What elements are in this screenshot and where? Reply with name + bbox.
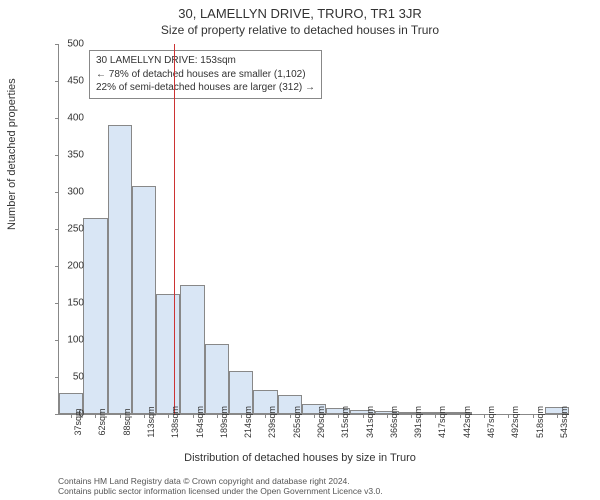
x-axis-label: Distribution of detached houses by size … [0,452,600,464]
xtick-label: 265sqm [292,406,302,438]
y-axis-label: Number of detached properties [6,78,18,230]
xtick-label: 442sqm [462,406,472,438]
footer-attribution: Contains HM Land Registry data © Crown c… [58,476,383,496]
footer-line-1: Contains HM Land Registry data © Crown c… [58,476,383,486]
xtick-mark [363,414,364,418]
xtick-mark [411,414,412,418]
annotation-line-3: 22% of semi-detached houses are larger (… [96,81,315,95]
plot-area: 30 LAMELLYN DRIVE: 153sqm ← 78% of detac… [58,44,569,415]
footer-line-2: Contains public sector information licen… [58,486,383,496]
xtick-label: 113sqm [146,406,156,437]
xtick-label: 467sqm [486,406,496,438]
xtick-mark [120,414,121,418]
ytick-label: 500 [54,39,84,50]
xtick-label: 492sqm [510,406,520,438]
chart-container: 30, LAMELLYN DRIVE, TRURO, TR1 3JR Size … [0,0,600,500]
xtick-label: 290sqm [316,406,326,438]
xtick-label: 37sqm [73,408,83,435]
xtick-mark [217,414,218,418]
histogram-bar [156,294,180,414]
xtick-label: 189sqm [219,406,229,438]
ytick-label: 300 [54,187,84,198]
histogram-bar [180,285,204,415]
histogram-bar [108,125,132,414]
xtick-label: 315sqm [340,406,350,438]
xtick-label: 341sqm [365,406,375,438]
xtick-mark [144,414,145,418]
xtick-label: 366sqm [389,406,399,438]
ytick-label: 250 [54,224,84,235]
xtick-mark [387,414,388,418]
histogram-bar [132,186,156,414]
xtick-label: 543sqm [559,406,569,438]
page-title: 30, LAMELLYN DRIVE, TRURO, TR1 3JR [0,0,600,21]
histogram-bar [205,344,229,414]
xtick-label: 391sqm [413,406,423,438]
ytick-label: 200 [54,261,84,272]
chart-subtitle: Size of property relative to detached ho… [0,21,600,37]
xtick-mark [460,414,461,418]
xtick-label: 518sqm [535,406,545,438]
ytick-label: 50 [54,372,84,383]
histogram-bar [83,218,107,414]
annotation-box: 30 LAMELLYN DRIVE: 153sqm ← 78% of detac… [89,50,322,99]
ytick-label: 350 [54,150,84,161]
xtick-mark [557,414,558,418]
xtick-label: 138sqm [170,406,180,438]
xtick-mark [314,414,315,418]
xtick-label: 214sqm [243,406,253,438]
ytick-label: 400 [54,113,84,124]
xtick-label: 239sqm [267,406,277,438]
annotation-line-2: ← 78% of detached houses are smaller (1,… [96,68,315,82]
xtick-label: 164sqm [195,406,205,438]
reference-line [174,44,175,414]
xtick-label: 417sqm [437,406,447,438]
xtick-label: 62sqm [97,408,107,435]
xtick-label: 88sqm [122,408,132,435]
annotation-line-1: 30 LAMELLYN DRIVE: 153sqm [96,54,315,68]
xtick-mark [290,414,291,418]
xtick-mark [533,414,534,418]
ytick-label: 100 [54,335,84,346]
xtick-mark [241,414,242,418]
xtick-mark [484,414,485,418]
ytick-label: 150 [54,298,84,309]
ytick-label: 450 [54,76,84,87]
xtick-mark [193,414,194,418]
